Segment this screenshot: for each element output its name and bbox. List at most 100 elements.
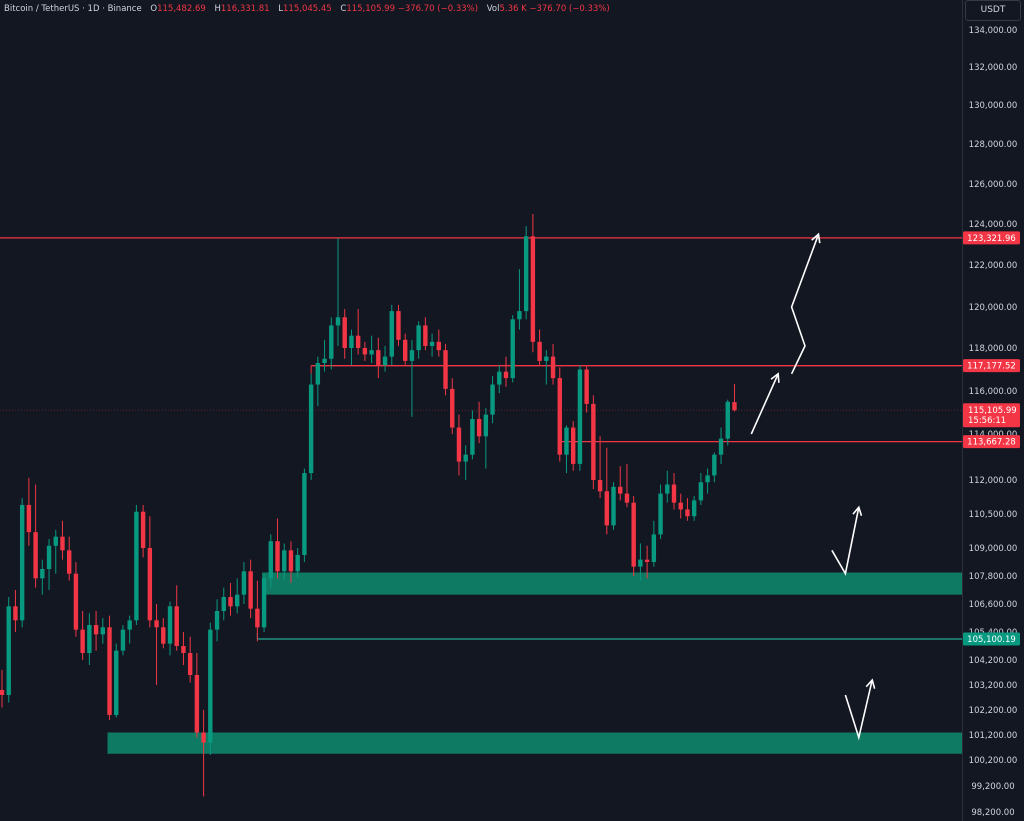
axis-tick-label: 98,200.00 [971,808,1014,818]
candle-body [624,493,630,503]
candle-body [691,500,697,517]
candle-body [450,388,455,428]
axis-tick-label: 102,200.00 [969,706,1018,716]
candle-body [201,732,206,743]
candle-61 [403,333,408,366]
candle-body [732,402,737,411]
candle-94 [624,463,630,508]
candle-56 [369,335,374,364]
candle-body [537,341,542,361]
candle-body [571,427,576,464]
price-axis[interactable]: 134,000.00 132,000.00 130,000.00 128,000.00… [962,0,1021,821]
price-tag-2: 117,177.52 [963,359,1020,373]
candle-body [288,550,294,572]
axis-tick-label: 134,000.00 [969,26,1018,36]
candle-body [470,418,475,455]
candle-21 [134,504,139,625]
current-price-bg [963,403,1020,428]
candle-body [214,611,220,630]
candle-11 [67,536,72,581]
candle-25 [161,618,166,649]
candle-8 [46,538,52,590]
candle-60 [396,304,401,346]
axis-tick-label: 112,000.00 [969,476,1018,486]
candle-18 [114,643,119,718]
close-label: C [340,4,347,14]
candle-6 [33,484,38,588]
candle-33 [214,599,220,642]
candle-7 [40,559,45,595]
candle-104 [691,495,697,521]
price-tag-bg [963,632,1020,646]
candle-57 [376,337,381,379]
volume-change-value: −376.70 (−0.33%) [529,4,610,14]
candle-body [80,629,85,653]
candle-body [678,502,683,510]
candle-80 [530,214,536,353]
candle-79 [523,226,529,320]
support-zone-1 [262,572,963,595]
candle-63 [416,321,421,359]
candle-body [127,620,132,630]
candle-body [705,475,710,483]
support-zones-layer [107,572,963,754]
candle-body [644,559,650,562]
candle-65 [429,333,435,357]
candle-42 [275,518,280,579]
candle-41 [268,534,273,588]
candle-body [140,511,146,548]
projection-arrow-1 [750,372,780,435]
arrow-head [811,232,821,244]
axis-tick-label: 122,000.00 [969,261,1018,271]
axis-tick-label: 106,600.00 [969,600,1018,610]
candle-body [718,438,724,455]
candle-body [463,454,468,462]
candle-body [93,625,99,635]
axis-tick-label: 116,000.00 [969,387,1018,397]
candle-body [0,690,5,695]
candle-body [167,606,173,644]
candle-53 [349,329,354,366]
candle-body [550,356,556,379]
candle-body [349,335,354,348]
candle-body [67,550,72,574]
price-tag-3: 113,667.28 [963,435,1020,449]
candle-body [60,536,65,551]
candle-body [544,356,549,361]
candle-103 [685,498,690,521]
candle-74 [490,375,495,424]
candle-body [382,356,388,366]
axis-tick-label: 132,000.00 [969,63,1018,73]
candle-66 [436,329,441,357]
price-tag-bg [963,359,1020,373]
candle-55 [362,341,368,361]
candle-body [342,317,347,348]
candle-body [403,339,408,361]
price-tag-label: 113,667.28 [967,438,1016,448]
currency-button[interactable]: USDT [965,0,1021,21]
candle-body [396,311,401,340]
candle-body [436,341,441,351]
symbol-title[interactable]: Bitcoin / TetherUS · 1D · Binance [4,4,142,14]
candle-body [355,335,361,348]
candle-body [228,597,233,607]
candle-4 [19,498,25,628]
candle-88 [584,365,589,413]
arrow-head [770,372,780,383]
close-value: 115,105.99 [346,4,395,14]
candle-body [476,418,482,437]
high-label: H [214,4,221,14]
candle-96 [638,543,643,581]
candle-13 [80,611,85,660]
candle-body [33,532,38,579]
candle-28 [181,632,186,665]
candle-body [389,311,394,357]
price-tag-label: 105,100.19 [967,635,1016,645]
candle-body [611,486,616,526]
candle-99 [658,484,663,539]
candles-layer [0,214,737,797]
candle-68 [450,378,455,434]
